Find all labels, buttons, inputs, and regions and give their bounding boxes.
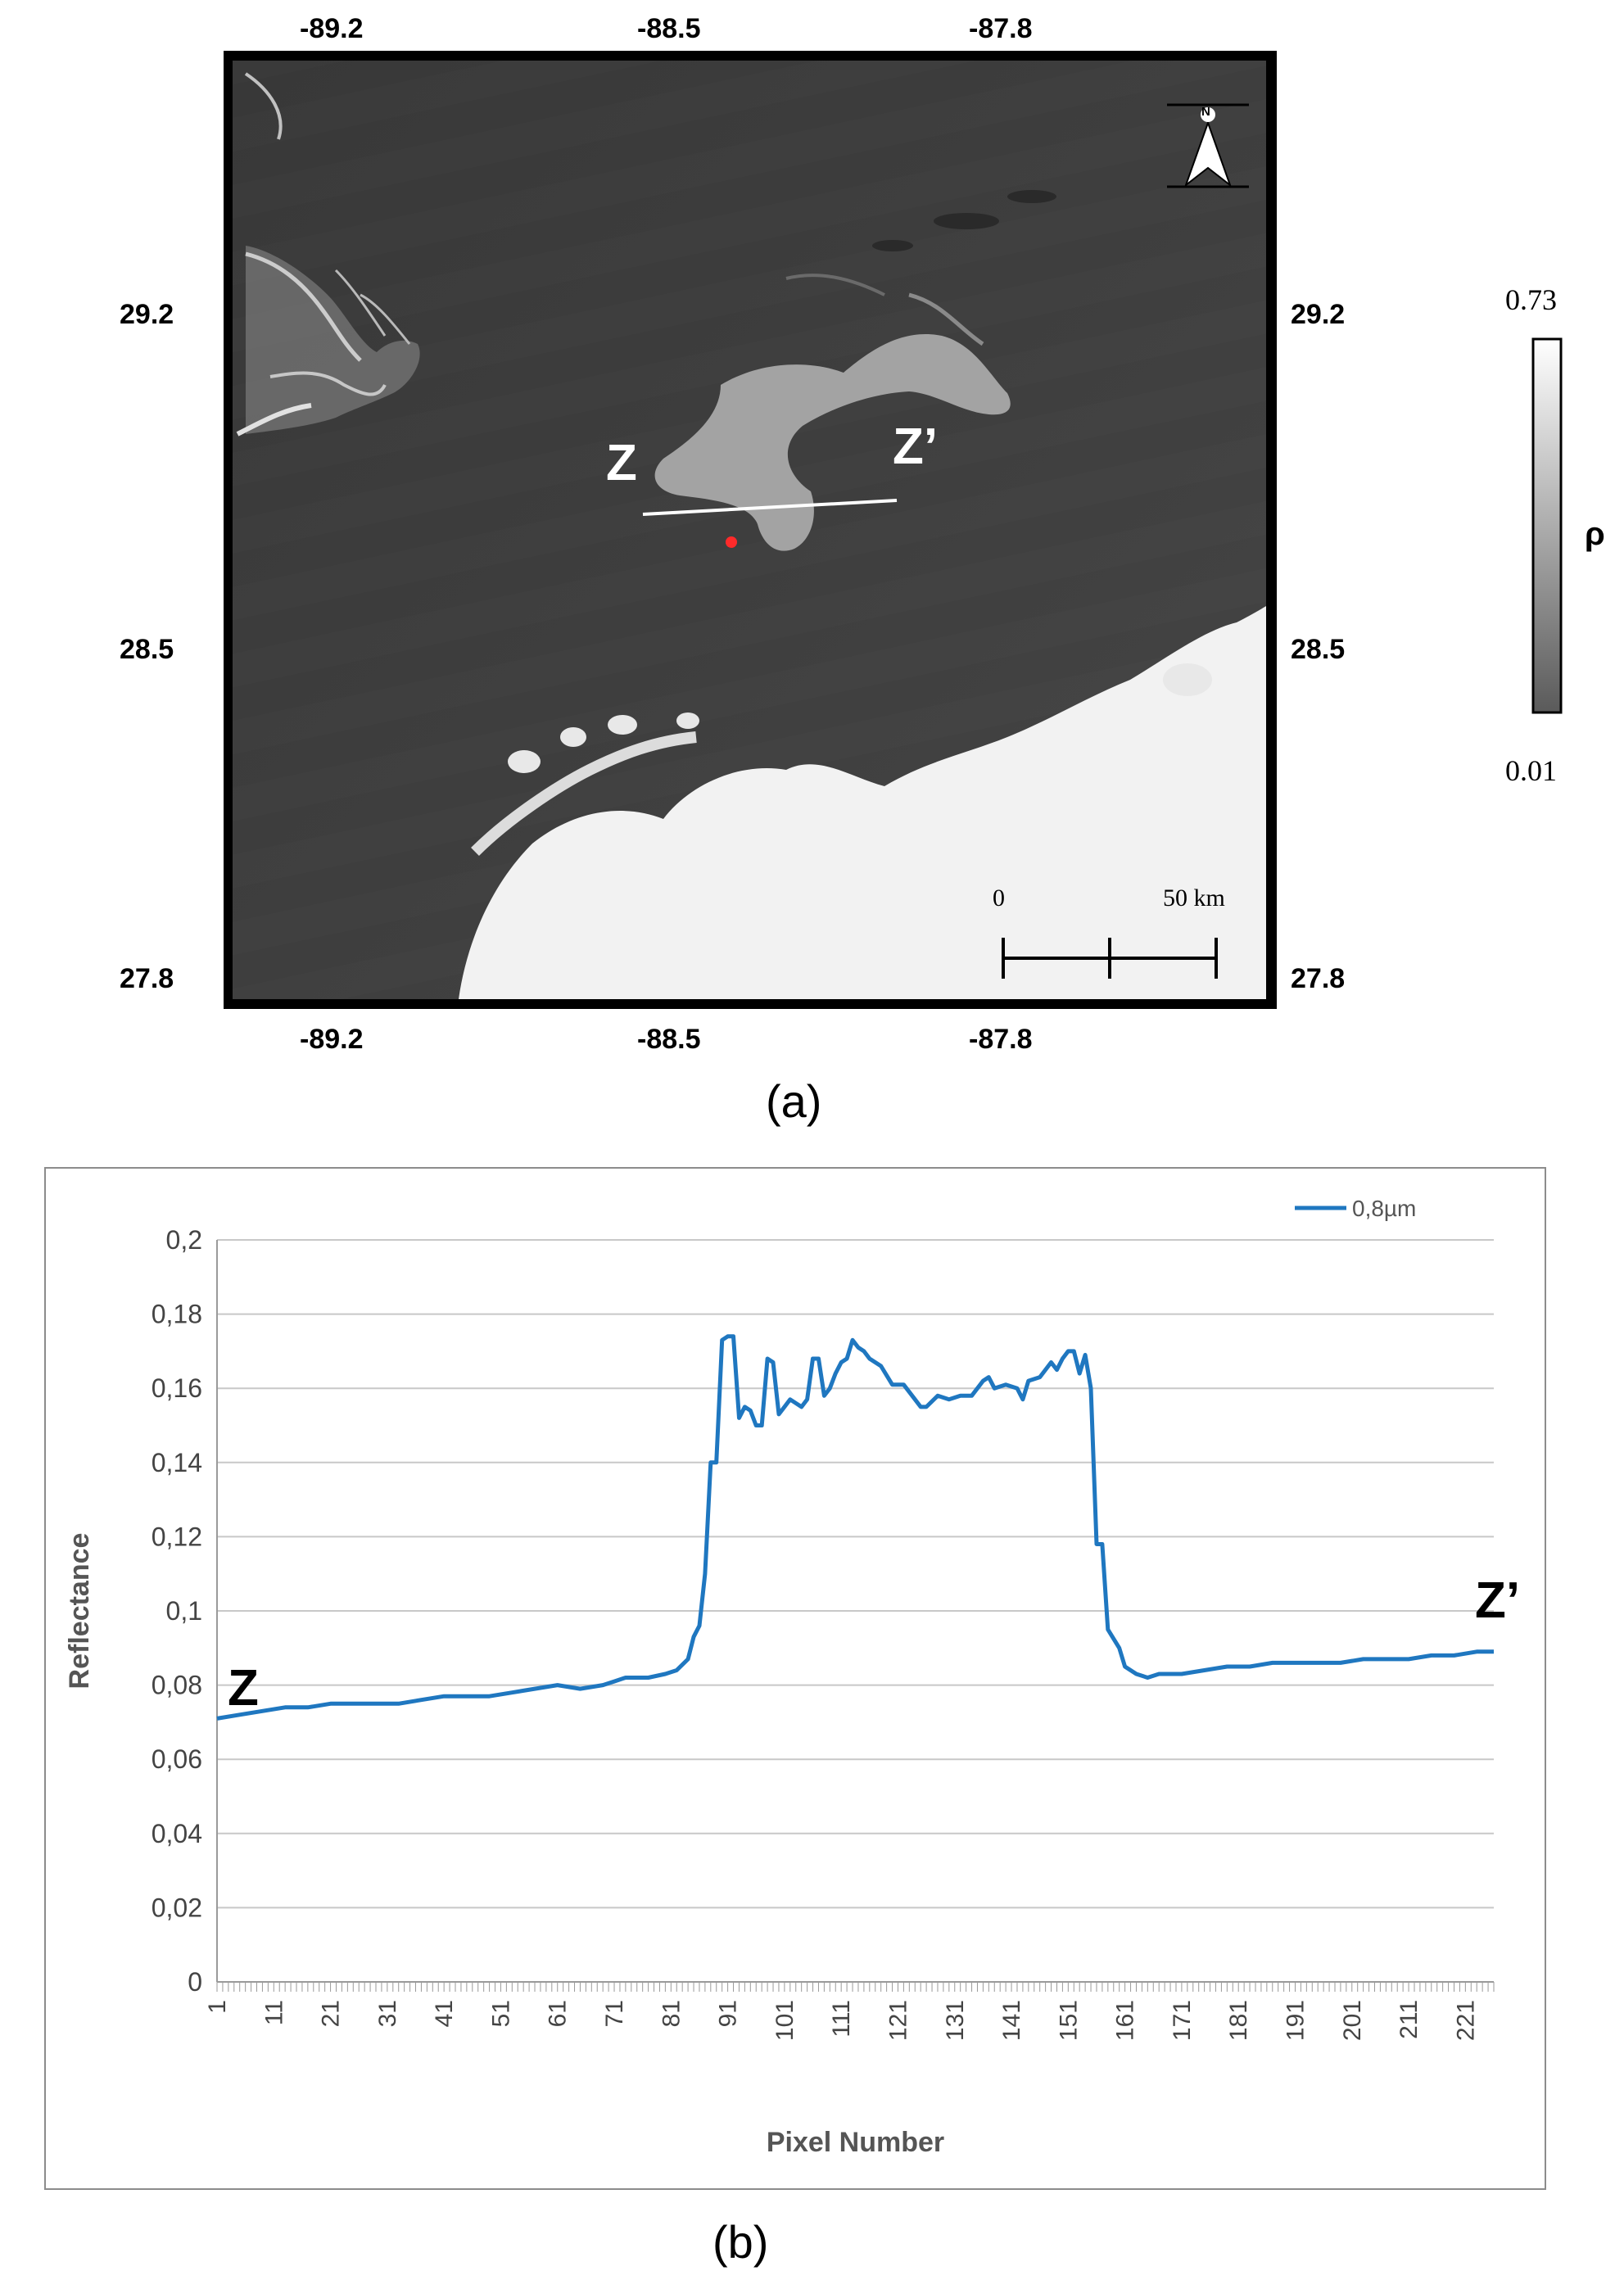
colorbar-symbol: ρ [1585, 516, 1605, 552]
colorbar-min-label: 0.01 [1505, 754, 1557, 787]
y-tick-label: 0,14 [152, 1448, 202, 1477]
x-tick-label: 71 [601, 2000, 628, 2027]
oil-slick [654, 334, 1011, 551]
x-tick-label: 61 [545, 2000, 572, 2027]
lon-label-top: -87.8 [969, 13, 1033, 44]
x-tick-label: 91 [715, 2000, 742, 2027]
x-tick-label: 1 [204, 2000, 231, 2014]
y-tick-label: 0,02 [152, 1893, 202, 1922]
panel-b-caption: (b) [712, 2216, 769, 2268]
x-tick-label: 11 [260, 2000, 287, 2025]
lat-label-left: 28.5 [120, 634, 174, 665]
y-tick-label: 0 [188, 1967, 202, 1997]
y-tick-label: 0,06 [152, 1744, 202, 1774]
x-tick-label: 201 [1339, 2000, 1366, 2041]
x-tick-label: 21 [318, 2000, 345, 2027]
y-tick-label: 0,16 [152, 1373, 202, 1403]
y-tick-label: 0,2 [166, 1225, 202, 1255]
chart-svg: 00,020,040,060,080,10,120,140,160,180,2 … [64, 1196, 1520, 2158]
gridlines [216, 1239, 1494, 1983]
transect-line [642, 499, 898, 516]
panel-a-caption: (a) [766, 1075, 822, 1127]
wellhead-marker [726, 536, 737, 548]
lat-label-right: 27.8 [1291, 963, 1346, 994]
colorbar [1531, 337, 1563, 714]
lon-label-top: -88.5 [637, 13, 701, 44]
lat-label-left: 29.2 [120, 299, 174, 330]
scale-zero-label: 0 [993, 884, 1005, 912]
y-tick-labels: 0 0,02 0,04 0,06 0,08 0,1 0,12 0,14 0,16 0,18 0,2 [152, 1225, 202, 1997]
cloud-cover [459, 606, 1266, 999]
transect-start-label: Z [606, 435, 637, 491]
x-tick-label: 161 [1112, 2000, 1139, 2041]
north-arrow [1167, 103, 1249, 188]
dark-patches [872, 190, 1056, 251]
reflectance-chart: 0 0,02 0,04 0,06 0,08 0,1 0,12 0,14 0,16 0,18 0,2 … [44, 1167, 1546, 2190]
profile-end-label: Z’ [1475, 1572, 1520, 1629]
y-tick-label: 0,12 [152, 1522, 202, 1551]
river-delta [236, 72, 420, 437]
satellite-image-panel: -89.2 -88.5 -87.8 -89.2 -88.5 -87.8 29.2… [0, 0, 1624, 1138]
x-tick-label: 151 [1055, 2000, 1082, 2041]
lon-label-bottom: -89.2 [300, 1024, 364, 1055]
x-tick-label: 81 [658, 2000, 685, 2027]
x-tick-label: 221 [1452, 2000, 1479, 2041]
scale-bar [1002, 938, 1218, 979]
colorbar-max-label: 0.73 [1505, 283, 1557, 316]
x-tick-label: 51 [487, 2000, 514, 2027]
y-axis-label: Reflectance [64, 1533, 95, 1690]
y-tick-label: 0,18 [152, 1300, 202, 1329]
legend-entry: 0,8µm [1352, 1196, 1416, 1221]
x-tick-labels: 1 11 21 31 41 51 61 71 81 91 101 111 121 131 141 151 161… [204, 2000, 1479, 2041]
x-tick-label: 191 [1282, 2000, 1309, 2041]
x-tick-label: 31 [374, 2000, 401, 2027]
lon-label-top: -89.2 [300, 13, 364, 44]
satellite-map [224, 51, 1563, 1009]
series-line-0-8um [216, 1334, 1494, 1721]
profile-start-label: Z [228, 1660, 259, 1717]
scale-end-label: 50 km [1163, 884, 1225, 912]
x-tick-label: 131 [942, 2000, 969, 2041]
y-tick-label: 0,04 [152, 1819, 202, 1848]
y-tick-label: 0,1 [166, 1596, 202, 1626]
x-tick-label: 121 [884, 2000, 912, 2041]
x-axis-label: Pixel Number [767, 2127, 944, 2158]
x-tick-label: 181 [1225, 2000, 1252, 2041]
x-tick-label: 41 [431, 2000, 458, 2027]
lat-label-left: 27.8 [120, 963, 174, 994]
north-letter: N [1201, 105, 1210, 119]
lat-label-right: 28.5 [1291, 634, 1346, 665]
cloud-puffs [508, 663, 1212, 773]
x-tick-label: 171 [1169, 2000, 1196, 2041]
lon-label-bottom: -88.5 [637, 1024, 701, 1055]
x-tick-label: 111 [828, 2000, 855, 2038]
transect-end-label: Z’ [893, 418, 939, 475]
x-tick-label: 211 [1396, 2000, 1423, 2039]
x-minor-ticks [216, 1982, 1495, 1992]
y-tick-label: 0,08 [152, 1671, 202, 1700]
lat-label-right: 29.2 [1291, 299, 1346, 330]
x-tick-label: 141 [998, 2000, 1025, 2041]
lon-label-bottom: -87.8 [969, 1024, 1033, 1055]
x-tick-label: 101 [771, 2000, 798, 2041]
